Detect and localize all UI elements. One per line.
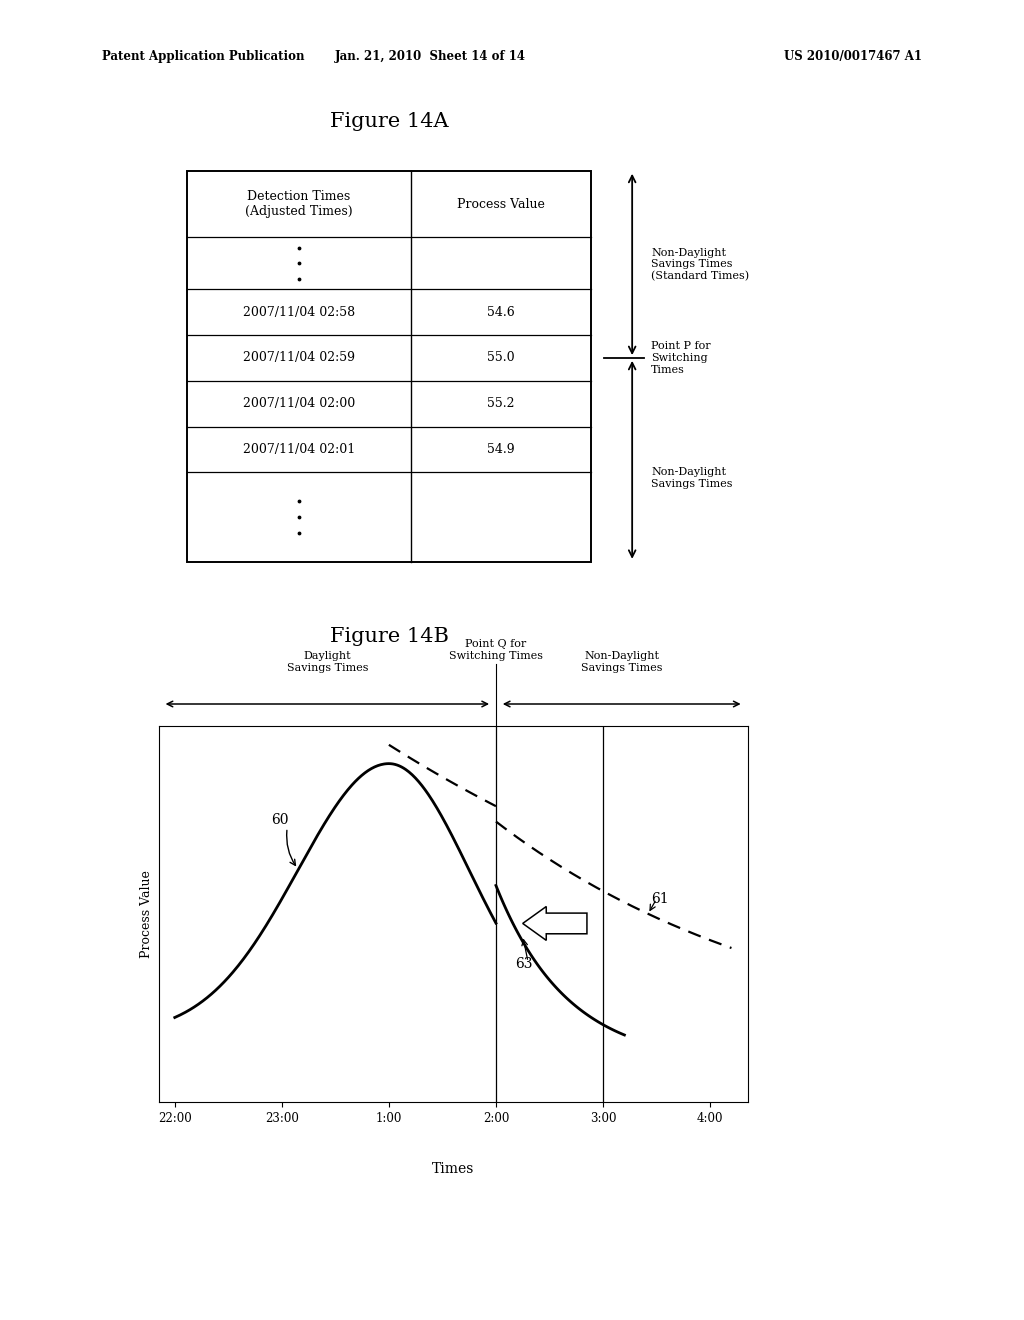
Text: US 2010/0017467 A1: US 2010/0017467 A1: [783, 50, 922, 63]
Text: Figure 14A: Figure 14A: [330, 112, 449, 131]
Text: Point P for
Switching
Times: Point P for Switching Times: [651, 342, 711, 375]
Text: 2007/11/04 02:59: 2007/11/04 02:59: [243, 351, 354, 364]
Text: Process Value: Process Value: [457, 198, 545, 211]
Text: Point Q for
Switching Times: Point Q for Switching Times: [449, 639, 543, 661]
Text: 55.2: 55.2: [487, 397, 515, 411]
Text: 54.6: 54.6: [487, 306, 515, 318]
Text: Non-Daylight
Savings Times: Non-Daylight Savings Times: [651, 467, 732, 488]
Text: 55.0: 55.0: [487, 351, 515, 364]
Text: Daylight
Savings Times: Daylight Savings Times: [287, 651, 368, 673]
Text: 60: 60: [271, 813, 289, 828]
Text: 61: 61: [651, 892, 669, 906]
Text: Detection Times
(Adjusted Times): Detection Times (Adjusted Times): [245, 190, 352, 218]
Text: Patent Application Publication: Patent Application Publication: [102, 50, 305, 63]
Text: 2007/11/04 02:00: 2007/11/04 02:00: [243, 397, 355, 411]
Text: Jan. 21, 2010  Sheet 14 of 14: Jan. 21, 2010 Sheet 14 of 14: [335, 50, 525, 63]
Text: Times: Times: [432, 1162, 474, 1176]
Text: Figure 14B: Figure 14B: [330, 627, 449, 645]
Text: Non-Daylight
Savings Times
(Standard Times): Non-Daylight Savings Times (Standard Tim…: [651, 248, 750, 281]
FancyArrow shape: [522, 907, 587, 940]
Text: 2007/11/04 02:58: 2007/11/04 02:58: [243, 306, 355, 318]
Y-axis label: Process Value: Process Value: [140, 870, 154, 958]
Text: 2007/11/04 02:01: 2007/11/04 02:01: [243, 444, 355, 455]
Text: Non-Daylight
Savings Times: Non-Daylight Savings Times: [581, 651, 663, 673]
Text: 54.9: 54.9: [487, 444, 515, 455]
Text: 63: 63: [515, 957, 532, 972]
